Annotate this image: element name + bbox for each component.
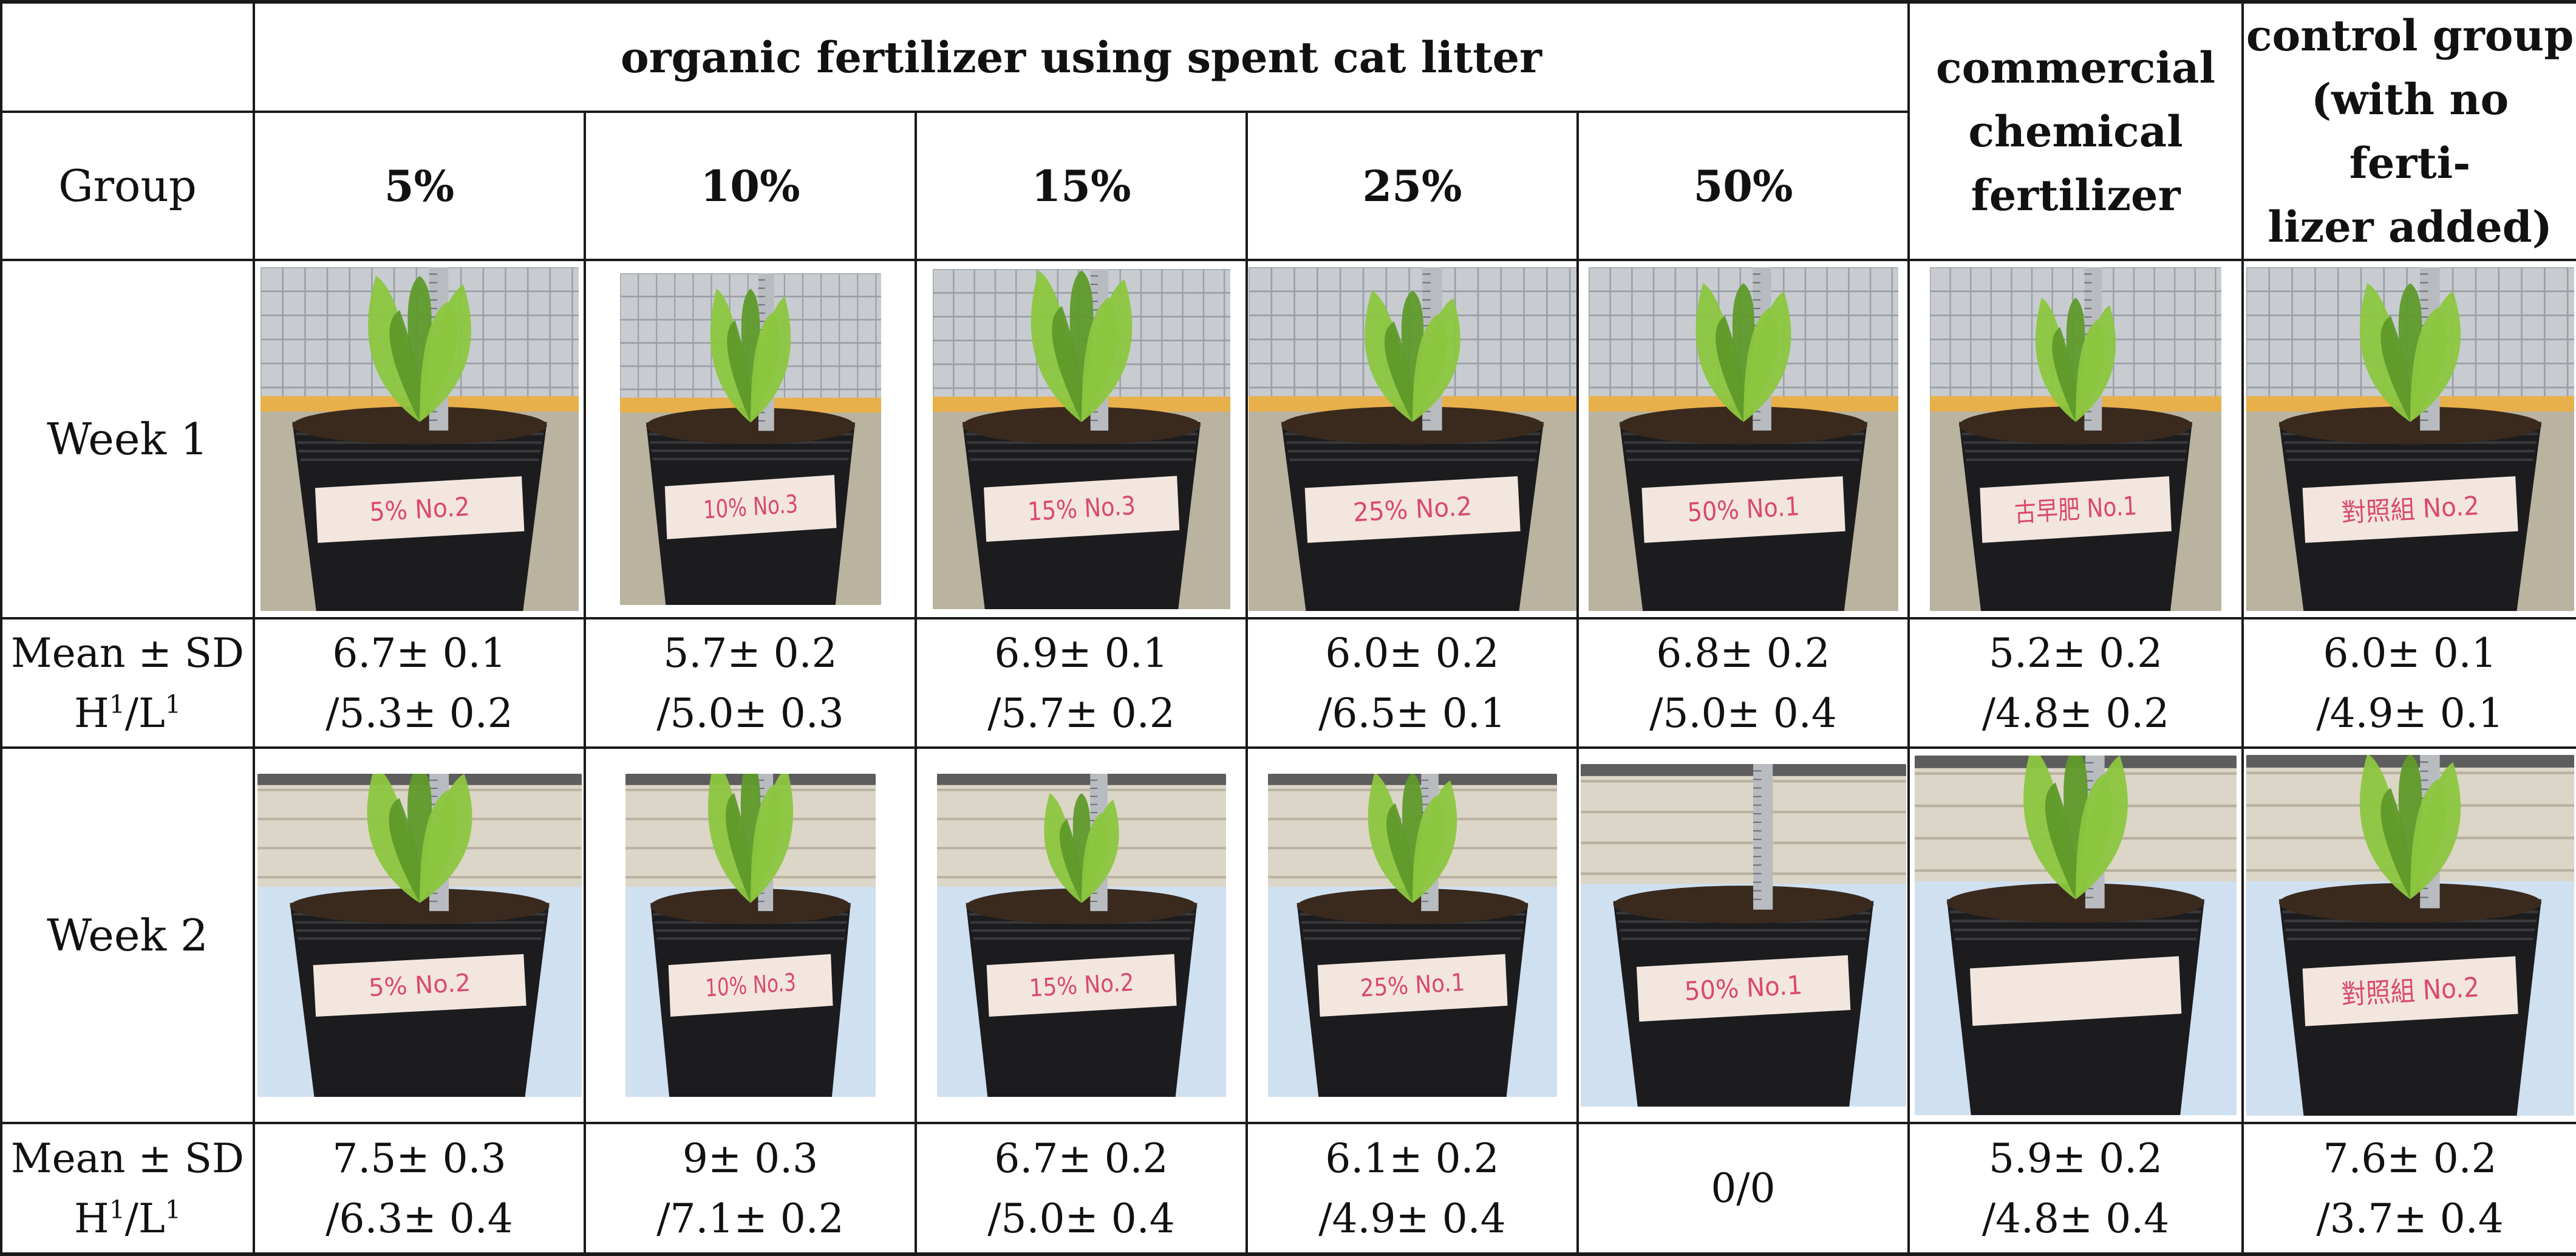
week2-photo-cell: 50% No.1 [1576,746,1910,1124]
stats-label-hl: H1/L1 [74,689,181,737]
plant-photo-image [1915,756,2237,1115]
col-header-25pct: 25% [1245,111,1579,261]
week1-photo-cell: 25% No.2 [1245,259,1579,619]
plant-photo-image: 古早肥 No.1 [1930,267,2222,611]
plant-photo: 50% No.1 [1588,267,1898,611]
stats-label-hl: H1/L1 [74,1195,181,1242]
col-header-50pct: 50% [1576,111,1910,261]
week2-stat-cell: 5.9± 0.2/4.8± 0.4 [1907,1122,2244,1256]
plant-photo: 對照組 No.2 [2246,755,2574,1116]
week2-label: Week 2 [0,746,255,1124]
week1-stats-row: Mean ± SD H1/L1 6.7± 0.1/5.3± 0.2 5.7± 0… [0,617,2576,749]
plant-photo-image: 5% No.2 [257,774,582,1097]
week2-stat-cell: 6.1± 0.2/4.9± 0.4 [1245,1122,1579,1256]
control-line-2: (with no ferti- [2311,74,2509,188]
plant-photo-image: 5% No.2 [260,267,579,611]
control-group-header: control group (with no ferti- lizer adde… [2241,0,2576,261]
tape-label-text: 50% No.1 [1683,970,1803,1006]
plant-photo-image: 10% No.3 [625,774,876,1097]
group-label: Group [0,111,255,261]
tape-label-text: 5% No.2 [367,969,471,1002]
commercial-line-2: chemical [1968,106,2183,157]
week1-stat-cell: 6.7± 0.1/5.3± 0.2 [253,617,586,749]
tape-label-text: 10% No.3 [703,490,799,525]
col-header-10pct: 10% [584,111,917,261]
plant-photo-image: 50% No.1 [1580,764,1906,1107]
week2-stats-row: Mean ± SD H1/L1 7.5± 0.3/6.3± 0.4 9± 0.3… [0,1122,2576,1256]
week2-photo-cell [1907,746,2244,1124]
tape-label-text: 10% No.3 [704,969,796,1003]
commercial-line-1: commercial [1936,42,2216,93]
plant-photo-image: 50% No.1 [1588,267,1898,611]
week1-photo-row: Week 1 5% No.2 10% No.3 15% No.3 25% No.… [0,259,2576,619]
week2-photo-cell: 10% No.3 [584,746,917,1124]
plant-photo: 50% No.1 [1580,764,1906,1107]
stats-label-mean-sd: Mean ± SD [11,629,244,677]
plant-photo: 對照組 No.2 [2246,267,2574,611]
tape-label-text: 15% No.2 [1028,968,1134,1002]
col-header-15pct: 15% [915,111,1248,261]
week2-photo-cell: 5% No.2 [253,746,586,1124]
week1-photo-cell: 15% No.3 [915,259,1248,619]
week1-photo-cell: 5% No.2 [253,259,586,619]
control-line-1: control group [2246,10,2574,61]
week2-stat-cell: 9± 0.3/7.1± 0.2 [584,1122,917,1256]
stats-label-mean-sd: Mean ± SD [11,1135,244,1182]
commercial-line-3: fertilizer [1971,169,2181,220]
tape-label-text: 對照組 No.2 [2340,490,2479,528]
tape-label-text: 50% No.1 [1686,491,1800,528]
week1-stat-cell: 6.8± 0.2/5.0± 0.4 [1576,617,1910,749]
stats-row-label: Mean ± SD H1/L1 [0,1122,255,1256]
plant-photo-image: 25% No.1 [1267,774,1557,1097]
tape-label-text: 5% No.2 [369,491,470,527]
tape-label-text: 25% No.2 [1352,491,1473,528]
plant-photo-image: 25% No.2 [1249,267,1575,611]
plant-photo: 15% No.2 [936,774,1226,1097]
week1-stat-cell: 5.2± 0.2/4.8± 0.2 [1907,617,2244,749]
week1-stat-cell: 6.0± 0.2/6.5± 0.1 [1245,617,1579,749]
plant-photo: 古早肥 No.1 [1930,267,2222,611]
plant-photo: 10% No.3 [625,774,876,1097]
week1-stat-cell: 6.0± 0.1/4.9± 0.1 [2241,617,2576,749]
tape-label-text: 15% No.3 [1027,491,1136,527]
week2-photo-row: Week 2 5% No.2 10% No.3 15% No.2 25% No.… [0,746,2576,1124]
week1-stat-cell: 6.9± 0.1/5.7± 0.2 [915,617,1248,749]
plant-photo: 10% No.3 [619,273,881,605]
week1-photo-cell: 50% No.1 [1576,259,1910,619]
plant-photo-image: 15% No.2 [936,774,1226,1097]
tape-label-text: 古早肥 No.1 [2014,491,2138,528]
corner-cell [0,0,255,114]
week1-photo-cell: 古早肥 No.1 [1907,259,2244,619]
plant-photo [1915,756,2237,1115]
week1-photo-cell: 10% No.3 [584,259,917,619]
plant-photo: 15% No.3 [932,269,1230,609]
col-header-5pct: 5% [253,111,586,261]
week1-photo-cell: 對照組 No.2 [2241,259,2576,619]
plant-photo-image: 對照組 No.2 [2246,755,2574,1116]
week2-stat-cell: 0/0 [1576,1122,1910,1256]
plant-photo-image: 對照組 No.2 [2246,267,2574,611]
tape-label-text: 對照組 No.2 [2340,972,2480,1011]
week2-photo-cell: 對照組 No.2 [2241,746,2576,1124]
organic-fertilizer-header: organic fertilizer using spent cat litte… [252,0,1910,114]
tape-label-text: 25% No.1 [1359,968,1465,1002]
plant-photo: 5% No.2 [260,267,579,611]
plant-photo: 25% No.2 [1249,267,1575,611]
week2-stat-cell: 6.7± 0.2/5.0± 0.4 [915,1122,1248,1256]
plant-photo-image: 10% No.3 [619,273,881,605]
plant-photo: 25% No.1 [1267,774,1557,1097]
week1-label: Week 1 [0,259,255,619]
week2-stat-cell: 7.5± 0.3/6.3± 0.4 [253,1122,586,1256]
stats-row-label: Mean ± SD H1/L1 [0,617,255,749]
commercial-fertilizer-header: commercial chemical fertilizer [1907,0,2244,261]
week2-photo-cell: 15% No.2 [915,746,1248,1124]
control-line-3: lizer added) [2268,202,2552,252]
plant-photo: 5% No.2 [257,774,582,1097]
week1-stat-cell: 5.7± 0.2/5.0± 0.3 [584,617,917,749]
week2-stat-cell: 7.6± 0.2/3.7± 0.4 [2241,1122,2576,1256]
plant-photo-image: 15% No.3 [932,269,1230,609]
week2-photo-cell: 25% No.1 [1245,746,1579,1124]
